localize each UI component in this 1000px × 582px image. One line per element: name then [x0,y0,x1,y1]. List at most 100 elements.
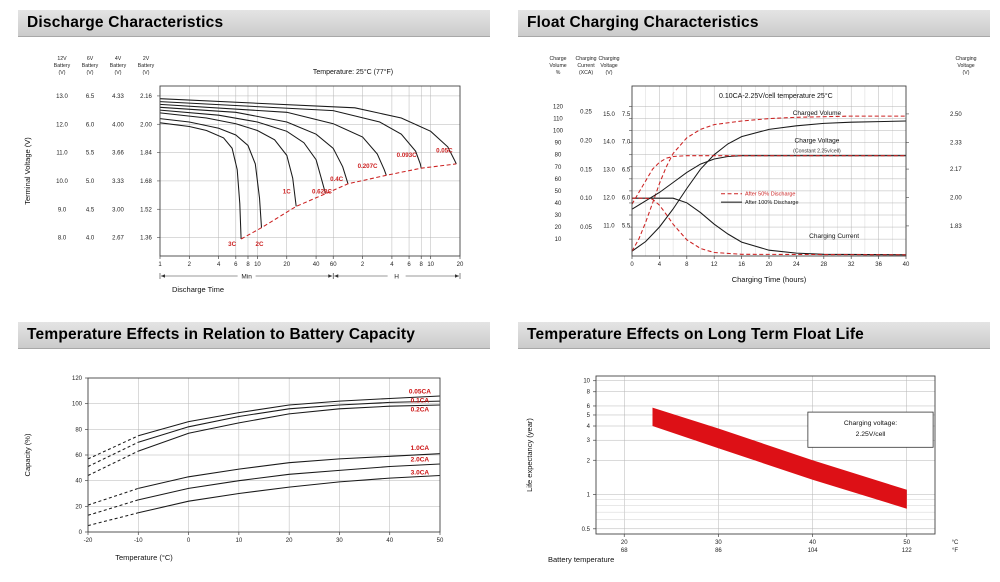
svg-text:0.5: 0.5 [582,527,591,533]
svg-text:After 50% Discharge: After 50% Discharge [745,192,795,198]
svg-text:Charge: Charge [549,56,566,62]
section-title-discharge: Discharge Characteristics [27,14,224,31]
svg-text:70: 70 [555,165,562,171]
svg-text:(V): (V) [143,70,150,76]
svg-text:Temperature (°C): Temperature (°C) [115,553,173,562]
svg-text:11.0: 11.0 [56,151,68,157]
svg-text:2.00: 2.00 [140,122,152,128]
svg-text:24: 24 [793,262,800,268]
section-titlebar-float-life: Temperature Effects on Long Term Float L… [518,322,990,349]
svg-text:Voltage: Voltage [957,63,974,69]
svg-text:2.67: 2.67 [112,236,124,242]
svg-text:60: 60 [330,262,337,268]
svg-text:4V: 4V [115,56,122,62]
section-title-float-life: Temperature Effects on Long Term Float L… [527,326,865,343]
svg-text:2.33: 2.33 [950,140,962,146]
svg-text:122: 122 [902,548,913,554]
svg-text:Battery: Battery [110,63,127,69]
svg-text:0.1CA: 0.1CA [411,397,430,404]
svg-text:4.33: 4.33 [112,94,124,100]
svg-text:8: 8 [246,262,250,268]
svg-text:40: 40 [903,262,910,268]
svg-text:20: 20 [766,262,773,268]
svg-text:4.5: 4.5 [86,207,95,213]
svg-text:16: 16 [738,262,745,268]
svg-text:3: 3 [587,438,591,444]
svg-text:-20: -20 [84,538,93,544]
svg-text:Current: Current [577,63,595,69]
svg-text:°C: °C [952,540,959,546]
svg-text:80: 80 [555,153,562,159]
svg-text:Charging: Charging [575,56,596,62]
svg-text:15.0: 15.0 [603,112,615,118]
svg-text:6V: 6V [87,56,94,62]
svg-text:(V): (V) [963,70,970,76]
svg-text:-10: -10 [134,538,143,544]
svg-text:(V): (V) [59,70,66,76]
svg-text:6.0: 6.0 [622,195,631,201]
svg-text:4.00: 4.00 [112,122,124,128]
svg-text:H: H [394,274,399,281]
svg-text:3.33: 3.33 [112,179,124,185]
svg-text:20: 20 [75,504,82,510]
svg-text:4: 4 [390,262,394,268]
section-titlebar-discharge: Discharge Characteristics [18,10,490,37]
svg-text:50: 50 [903,540,910,546]
svg-text:2.00: 2.00 [950,195,962,201]
svg-text:Life expectancy (year): Life expectancy (year) [525,418,534,492]
svg-text:Capacity (%): Capacity (%) [23,433,32,476]
svg-text:1.36: 1.36 [140,236,152,242]
svg-text:1.84: 1.84 [140,151,152,157]
svg-text:50: 50 [437,538,444,544]
svg-text:6.5: 6.5 [86,94,95,100]
svg-text:0.05: 0.05 [580,225,592,231]
svg-text:1C: 1C [283,189,291,196]
svg-text:Min: Min [241,274,252,281]
svg-text:0.628C: 0.628C [312,189,332,196]
svg-text:Battery temperature: Battery temperature [548,555,614,564]
svg-text:11.0: 11.0 [603,223,615,229]
svg-text:3C: 3C [228,241,236,248]
svg-text:0.15: 0.15 [580,167,592,173]
section-titlebar-float-charging: Float Charging Characteristics [518,10,990,37]
svg-text:10: 10 [236,538,243,544]
svg-text:20: 20 [555,225,562,231]
svg-text:40: 40 [75,479,82,485]
svg-text:After 100% Discharge: After 100% Discharge [745,200,799,206]
svg-text:12.0: 12.0 [603,195,615,201]
svg-text:0.10: 0.10 [580,196,592,202]
svg-text:1.83: 1.83 [950,224,962,230]
svg-text:Voltage: Voltage [600,63,617,69]
svg-text:0: 0 [187,538,191,544]
svg-text:12.0: 12.0 [56,122,68,128]
svg-text:2.0CA: 2.0CA [411,456,430,463]
svg-text:40: 40 [313,262,320,268]
svg-text:6: 6 [407,262,411,268]
svg-text:60: 60 [555,177,562,183]
svg-text:(V): (V) [115,70,122,76]
svg-text:12V: 12V [57,56,67,62]
svg-text:6.0: 6.0 [86,122,95,128]
svg-text:%: % [556,70,561,76]
svg-text:8: 8 [420,262,424,268]
svg-text:0.093C: 0.093C [397,152,417,159]
svg-text:0.10CA-2.25V/cell temperature: 0.10CA-2.25V/cell temperature 25°C [719,92,833,100]
svg-text:5.5: 5.5 [86,151,95,157]
svg-text:30: 30 [555,213,562,219]
svg-text:14.0: 14.0 [603,140,615,146]
svg-text:2: 2 [188,262,192,268]
svg-text:°F: °F [952,548,958,554]
temperature-capacity-chart: -20 -10 0 10 20 30 40 50 0 20 40 60 80 100 120 Capacity… [23,376,444,562]
svg-text:4: 4 [217,262,221,268]
svg-text:10.0: 10.0 [56,179,68,185]
svg-text:Charging voltage:: Charging voltage: [844,420,897,427]
svg-text:9.0: 9.0 [58,207,67,213]
section-titlebar-temp-capacity: Temperature Effects in Relation to Batte… [18,322,490,349]
svg-text:28: 28 [820,262,827,268]
svg-text:20: 20 [457,262,464,268]
section-title-float-charging: Float Charging Characteristics [527,14,759,31]
svg-text:30: 30 [715,540,722,546]
svg-text:2V: 2V [143,56,150,62]
